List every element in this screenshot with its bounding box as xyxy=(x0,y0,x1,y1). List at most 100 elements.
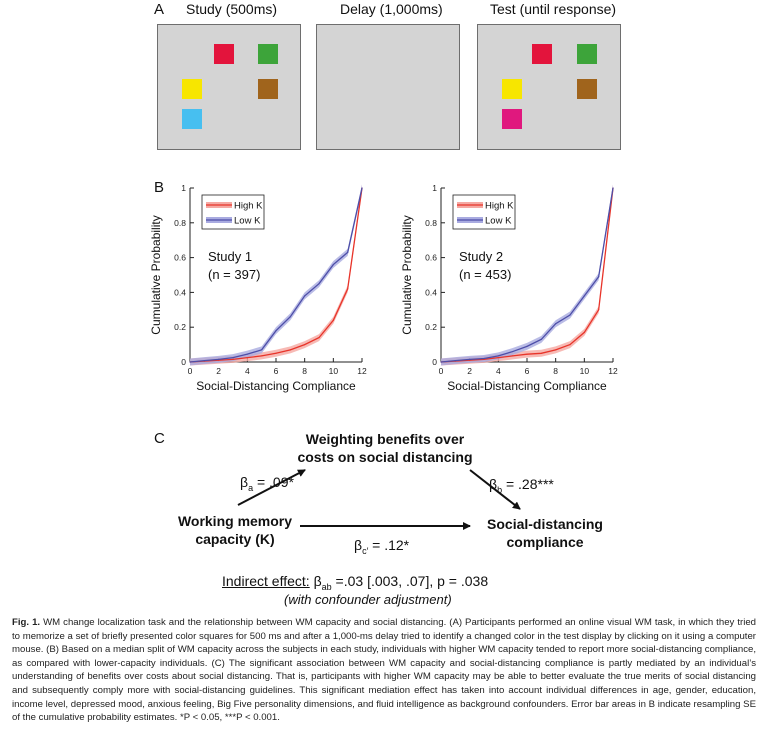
brown-square xyxy=(258,79,278,99)
data-point xyxy=(232,357,234,359)
panel-a-letter: A xyxy=(154,1,165,18)
data-point xyxy=(261,349,263,351)
x-tick-label: 12 xyxy=(357,366,367,376)
y-tick-label: 0.4 xyxy=(425,287,437,297)
data-point xyxy=(483,357,485,360)
x-tick-label: 4 xyxy=(496,366,501,376)
data-point xyxy=(361,187,363,189)
data-point xyxy=(555,349,557,351)
panel-b-letter: B xyxy=(154,179,165,196)
y-tick-label: 0.8 xyxy=(174,218,186,228)
legend-box xyxy=(452,194,516,230)
x-tick-label: 8 xyxy=(302,366,307,376)
mediation-arrows xyxy=(237,469,521,530)
x-tick-label: 6 xyxy=(274,366,279,376)
delay-title: Delay (1,000ms) xyxy=(340,1,443,17)
y-tick-label: 0 xyxy=(432,357,437,367)
mediator-node: Weighting benefits over costs on social … xyxy=(270,430,500,466)
data-point xyxy=(569,314,571,316)
legend-box xyxy=(201,194,265,230)
data-point xyxy=(512,350,514,353)
data-point xyxy=(526,345,528,347)
y-tick-label: 0.4 xyxy=(174,287,186,297)
error-band-low-k xyxy=(190,184,362,366)
data-point xyxy=(246,353,248,355)
data-point xyxy=(332,319,334,321)
y-tick-label: 1 xyxy=(181,183,186,193)
outcome-node: Social-distancing compliance xyxy=(465,515,625,551)
cyan-square xyxy=(182,109,202,129)
data-point xyxy=(540,338,542,340)
study2-chart: 00.20.40.60.810 2 4 6 8 10 12Social-Distancing… xyxy=(400,183,618,393)
legend-label: Low K xyxy=(485,216,512,227)
x-tick-label: 4 xyxy=(245,366,250,376)
x-tick-label: 2 xyxy=(216,366,221,376)
legend-label: High K xyxy=(485,201,514,212)
beta-b-label: βb = .28*** xyxy=(489,476,554,495)
green-square xyxy=(258,44,278,64)
yellow-square xyxy=(182,79,202,99)
red-square xyxy=(214,44,234,64)
outcome-line-1: Social-distancing xyxy=(487,516,603,532)
x-tick-label: 6 xyxy=(525,366,530,376)
panel-c-letter: C xyxy=(154,430,165,447)
test-title: Test (until response) xyxy=(490,1,617,17)
x-tick-label: 8 xyxy=(553,366,558,376)
caption-text: WM change localization task and the rela… xyxy=(12,617,757,724)
data-point xyxy=(347,251,349,253)
data-point xyxy=(440,361,442,363)
x-tick-label: 10 xyxy=(329,366,339,376)
study-label: Study 2 xyxy=(459,249,503,264)
data-point xyxy=(246,357,248,359)
data-point xyxy=(454,360,456,362)
data-point xyxy=(232,358,234,360)
x-tick-label: 12 xyxy=(608,366,618,376)
yellow-square[interactable] xyxy=(502,79,522,99)
data-point xyxy=(540,352,542,354)
data-point xyxy=(347,288,349,290)
study-display xyxy=(157,24,301,150)
red-square[interactable] xyxy=(532,44,552,64)
data-point xyxy=(598,276,600,278)
data-point xyxy=(497,357,499,359)
legend: High K Low K xyxy=(201,194,265,230)
path-a-arrow xyxy=(237,469,306,506)
delay-display xyxy=(316,24,460,150)
magenta-square[interactable] xyxy=(502,109,522,129)
data-point xyxy=(318,283,320,285)
data-point xyxy=(289,316,291,318)
predictor-line-2: capacity (K) xyxy=(195,531,275,547)
data-point xyxy=(261,355,263,357)
data-point xyxy=(512,355,514,357)
outcome-line-2: compliance xyxy=(506,534,584,550)
y-tick-label: 0.2 xyxy=(174,322,186,332)
y-axis-label: Cumulative Probability xyxy=(149,215,163,334)
data-point xyxy=(218,358,220,360)
x-tick-label: 0 xyxy=(439,366,444,376)
data-point xyxy=(469,358,471,360)
data-point xyxy=(304,344,306,346)
data-point xyxy=(612,187,614,189)
brown-square[interactable] xyxy=(577,79,597,99)
green-square[interactable] xyxy=(577,44,597,64)
study-n-label: (n = 397) xyxy=(208,267,260,282)
figure-caption: Fig. 1. WM change localization task and … xyxy=(12,616,756,725)
beta-a-label: βa = .09* xyxy=(240,474,294,493)
data-point xyxy=(332,263,334,266)
study1-chart: 00.20.40.60.810 2 4 6 8 10 12Social-Distancing… xyxy=(149,183,367,393)
x-axis-label: Social-Distancing Compliance xyxy=(447,379,607,393)
y-tick-label: 0.6 xyxy=(174,253,186,263)
legend-label: High K xyxy=(234,201,263,212)
data-point xyxy=(203,360,205,362)
data-point xyxy=(289,349,291,351)
data-point xyxy=(189,361,191,363)
indirect-label: Indirect effect: xyxy=(222,573,310,589)
legend: High K Low K xyxy=(452,194,516,230)
y-axis-label: Cumulative Probability xyxy=(400,215,414,334)
data-point xyxy=(526,353,528,355)
x-tick-label: 10 xyxy=(580,366,590,376)
x-tick-label: 0 xyxy=(188,366,193,376)
predictor-node: Working memory capacity (K) xyxy=(160,512,310,548)
data-point xyxy=(318,337,320,339)
data-point xyxy=(598,309,600,311)
